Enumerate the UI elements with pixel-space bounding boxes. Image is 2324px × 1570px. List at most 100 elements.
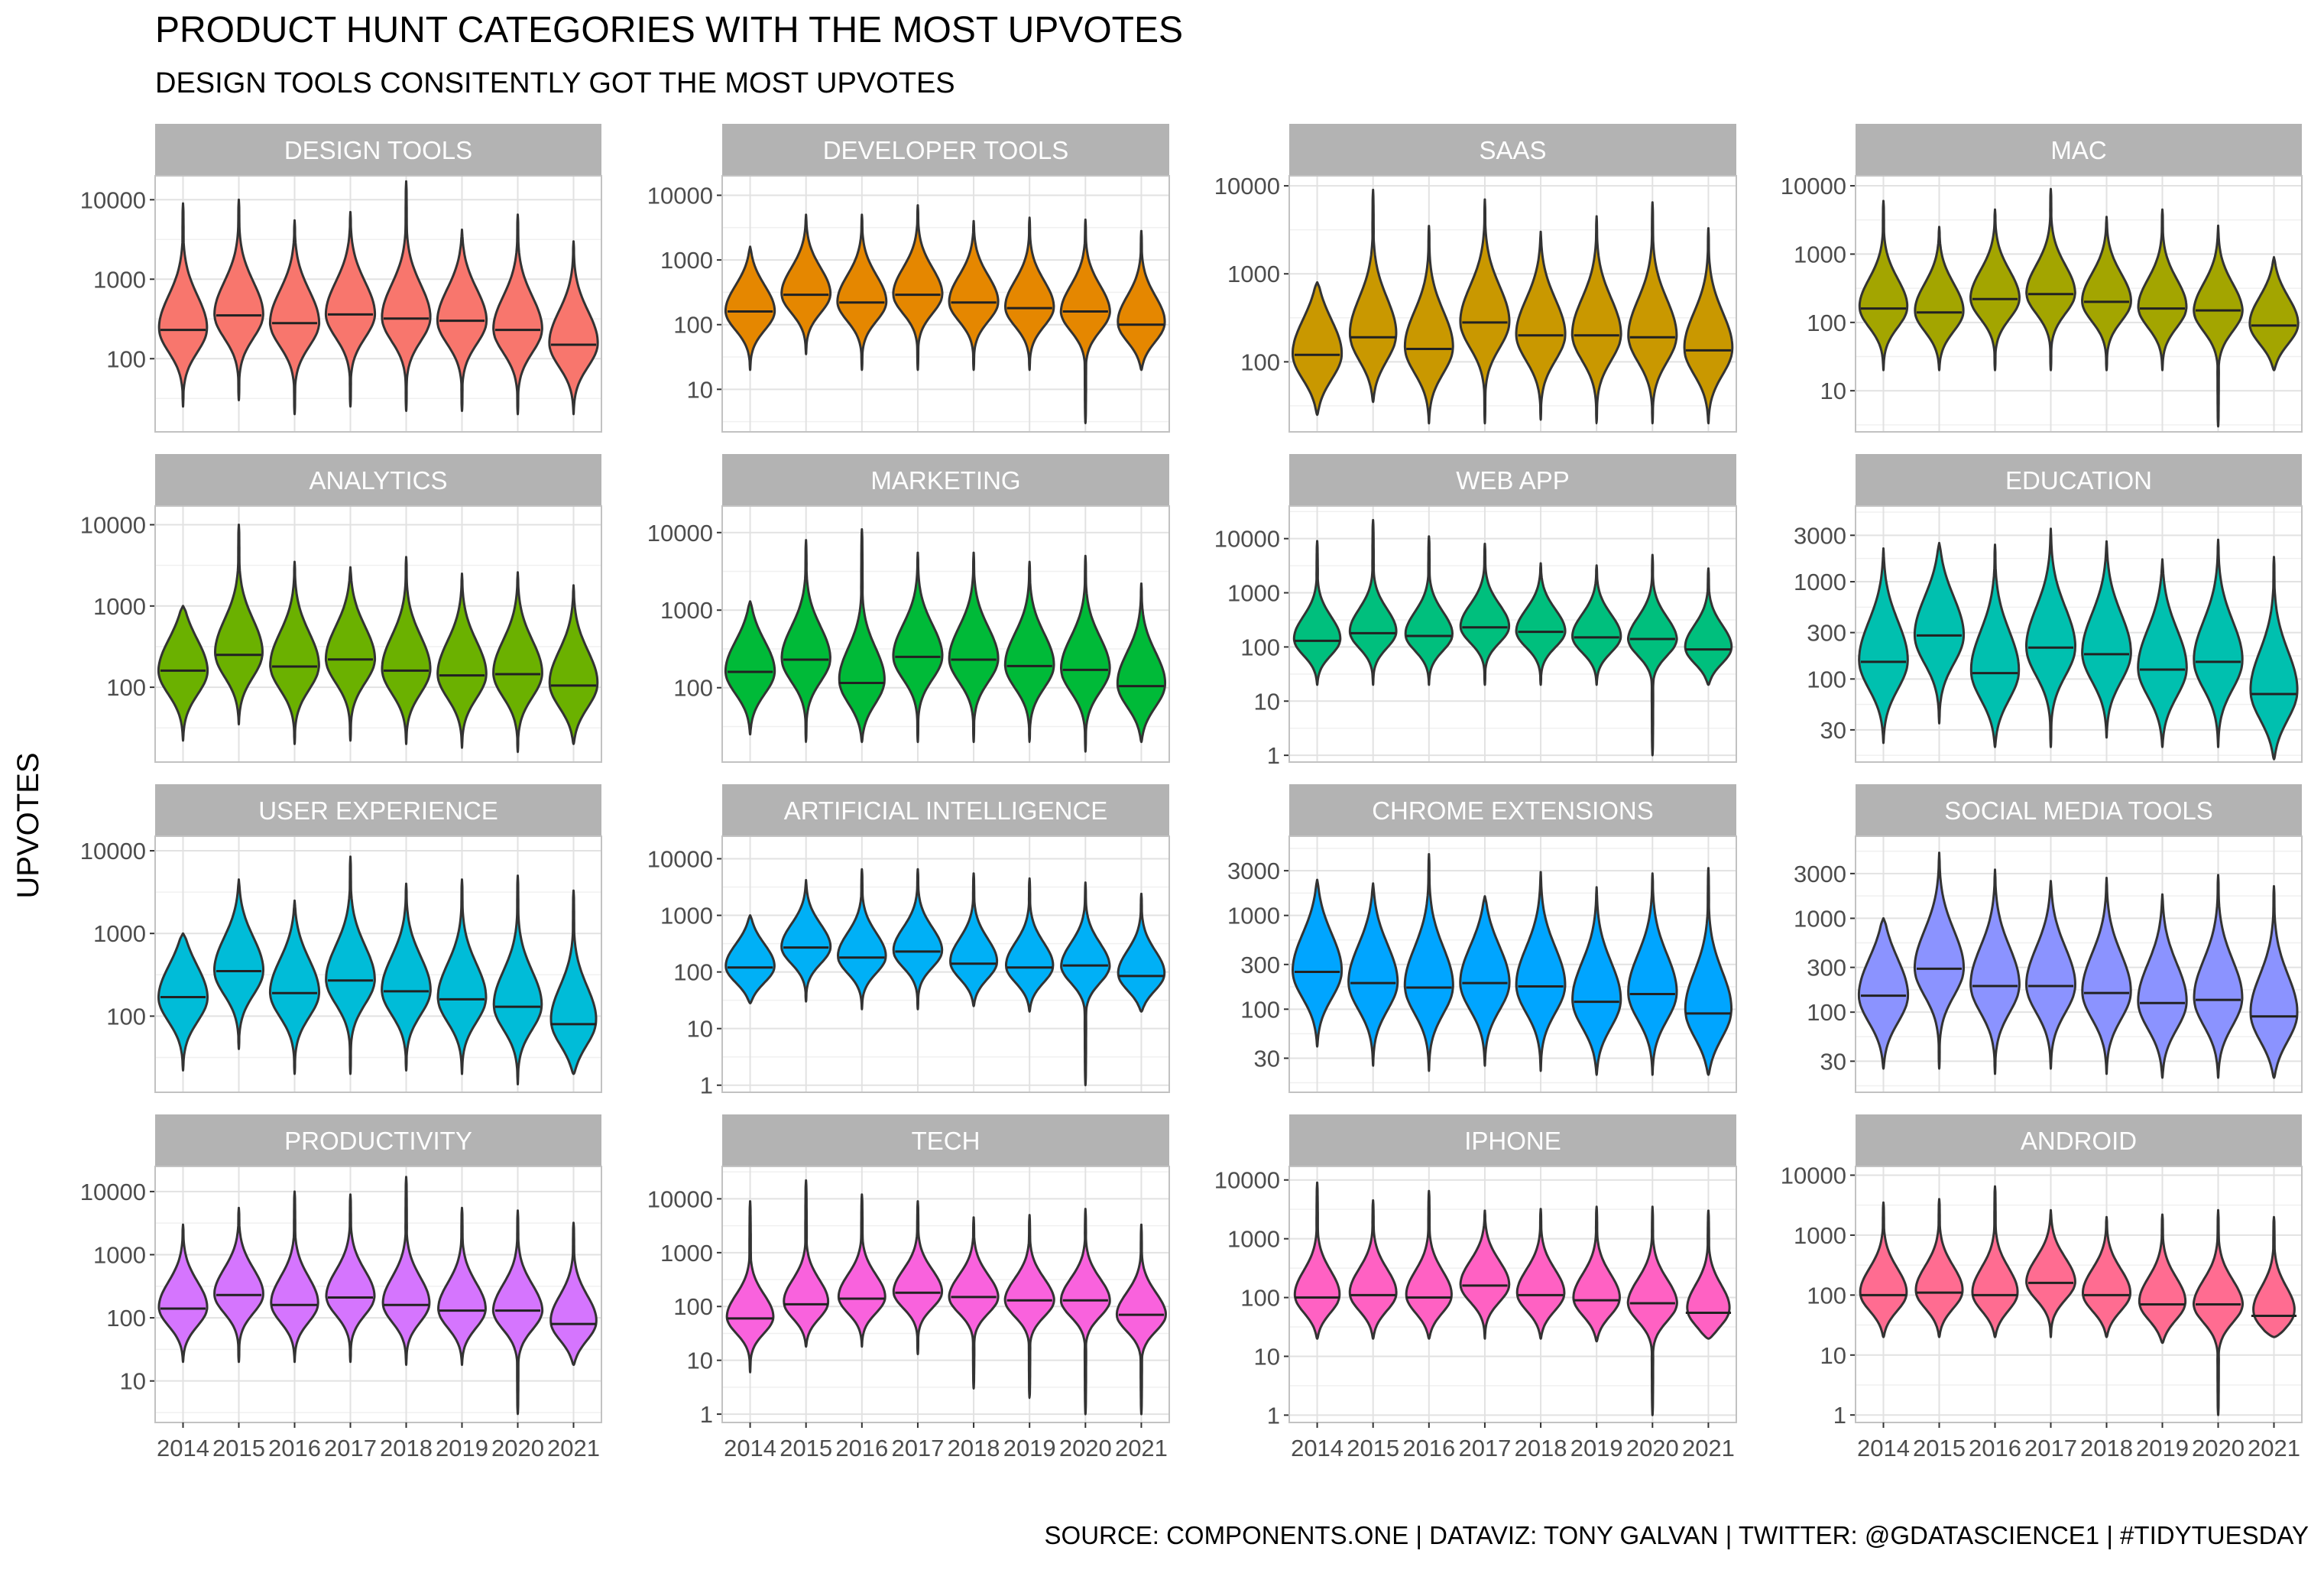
violin-2018 bbox=[1515, 1208, 1566, 1340]
violin-2018 bbox=[2081, 540, 2132, 739]
violin-2014 bbox=[1292, 540, 1342, 686]
x-tick-label: 2017 bbox=[324, 1435, 377, 1461]
facet-title: PRODUCTIVITY bbox=[284, 1127, 472, 1155]
x-tick-label: 2020 bbox=[1626, 1435, 1679, 1461]
y-tick-label: 1 bbox=[1267, 742, 1280, 769]
facet-social-media-tools: SOCIAL MEDIA TOOLS 30 100 300 1000 3000 bbox=[1794, 784, 2303, 1093]
panel-border bbox=[721, 175, 1170, 433]
x-tick-label: 2019 bbox=[2136, 1435, 2189, 1461]
violin-2020 bbox=[1059, 554, 1111, 753]
facet-strip bbox=[155, 124, 601, 176]
violin-2014 bbox=[1292, 878, 1344, 1048]
violin-2017 bbox=[2025, 1208, 2076, 1338]
x-tick-label: 2014 bbox=[1291, 1435, 1344, 1461]
y-tick-label: 1 bbox=[700, 1401, 713, 1428]
x-tick-label: 2016 bbox=[1402, 1435, 1455, 1461]
violin-2019 bbox=[1003, 560, 1055, 744]
facet-title: EDUCATION bbox=[2005, 466, 2152, 495]
violin-2019 bbox=[2137, 208, 2188, 371]
violin-2014 bbox=[157, 932, 209, 1072]
violin-2015 bbox=[1914, 1198, 1964, 1338]
violin-2016 bbox=[1403, 853, 1454, 1072]
chart-subtitle: DESIGN TOOLS CONSITENTLY GOT THE MOST UP… bbox=[155, 67, 955, 99]
facet-title: ANDROID bbox=[2021, 1127, 2137, 1155]
x-tick-label: 2014 bbox=[1857, 1435, 1910, 1461]
violin-2019 bbox=[1003, 216, 1055, 371]
violin-2015 bbox=[780, 878, 832, 1003]
y-tick-label: 10 bbox=[1254, 1343, 1280, 1370]
violin-2020 bbox=[2193, 538, 2244, 748]
y-tick-label: 10000 bbox=[1214, 526, 1280, 553]
violin-2016 bbox=[837, 868, 887, 1010]
violin-2016 bbox=[1969, 208, 2021, 371]
panel-border bbox=[154, 835, 602, 1093]
violin-2021 bbox=[1116, 582, 1167, 744]
x-tick-label: 2017 bbox=[1458, 1435, 1511, 1461]
facet-strip bbox=[722, 784, 1169, 836]
y-tick-label: 10000 bbox=[1214, 173, 1280, 199]
facet-web-app: WEB APP 1 10 100 1000 10000 bbox=[1214, 454, 1737, 769]
x-tick-label: 2016 bbox=[1969, 1435, 2021, 1461]
y-tick-label: 1000 bbox=[660, 597, 713, 624]
facet-title: MARKETING bbox=[870, 466, 1020, 495]
y-tick-label: 10000 bbox=[647, 520, 713, 547]
violin-2017 bbox=[2025, 187, 2076, 371]
facet-chrome-extensions: CHROME EXTENSIONS 30 100 300 1000 3000 bbox=[1227, 784, 1737, 1093]
violin-2015 bbox=[1914, 225, 1965, 371]
violin-2021 bbox=[1117, 229, 1166, 371]
violin-2021 bbox=[548, 240, 599, 416]
y-tick-label: 1 bbox=[700, 1072, 713, 1099]
x-tick-label: 2021 bbox=[1682, 1435, 1735, 1461]
y-tick-label: 1000 bbox=[93, 1241, 146, 1268]
violin-2015 bbox=[1348, 1199, 1398, 1340]
x-tick-label: 2016 bbox=[835, 1435, 888, 1461]
violin-2019 bbox=[1003, 1214, 1055, 1400]
violin-2021 bbox=[2249, 884, 2299, 1079]
y-tick-label: 10000 bbox=[1214, 1167, 1280, 1194]
facet-strip bbox=[1856, 124, 2302, 176]
y-tick-label: 1000 bbox=[1227, 580, 1280, 607]
y-tick-label: 300 bbox=[1807, 620, 1846, 647]
facet-title: ARTIFICIAL INTELLIGENCE bbox=[784, 796, 1108, 825]
y-tick-label: 10 bbox=[120, 1368, 146, 1395]
facet-strip bbox=[722, 1114, 1169, 1166]
y-tick-label: 30 bbox=[1820, 1048, 1846, 1075]
violin-2017 bbox=[892, 868, 944, 1010]
violin-2015 bbox=[1348, 188, 1398, 404]
violin-2020 bbox=[1059, 1208, 1111, 1416]
violin-2021 bbox=[1686, 1209, 1731, 1340]
y-tick-label: 1 bbox=[1833, 1402, 1846, 1429]
violin-2017 bbox=[325, 855, 376, 1075]
panel-border bbox=[154, 505, 602, 763]
violin-2017 bbox=[892, 551, 944, 744]
violin-2020 bbox=[1059, 218, 1111, 425]
violin-2017 bbox=[1459, 543, 1511, 686]
violin-2017 bbox=[1459, 1209, 1511, 1340]
panel-border bbox=[1288, 1166, 1737, 1423]
violin-2018 bbox=[381, 882, 432, 1072]
y-tick-label: 100 bbox=[673, 1293, 713, 1320]
violin-2017 bbox=[324, 210, 377, 408]
x-tick-label: 2021 bbox=[2248, 1435, 2300, 1461]
facet-title: IPHONE bbox=[1464, 1127, 1561, 1155]
violin-2018 bbox=[948, 551, 1000, 744]
y-tick-label: 10000 bbox=[80, 1179, 146, 1205]
violin-2015 bbox=[212, 878, 265, 1050]
y-tick-label: 10000 bbox=[80, 511, 146, 538]
facet-saas: SAAS 100 1000 10000 bbox=[1214, 124, 1737, 433]
x-tick-label: 2014 bbox=[724, 1435, 776, 1461]
violin-2016 bbox=[838, 528, 886, 744]
violin-2016 bbox=[1971, 1185, 2019, 1338]
facet-title: SAAS bbox=[1479, 136, 1546, 164]
violin-2017 bbox=[1459, 895, 1511, 1067]
facet-strip bbox=[722, 454, 1169, 506]
facet-strip bbox=[1856, 454, 2302, 506]
violin-2017 bbox=[2025, 880, 2076, 1070]
violin-2019 bbox=[1571, 564, 1622, 686]
y-tick-label: 1000 bbox=[1794, 569, 1846, 595]
y-axis-title: UPVOTES bbox=[11, 752, 45, 898]
y-tick-label: 3000 bbox=[1794, 861, 1846, 887]
chart-title: PRODUCT HUNT CATEGORIES WITH THE MOST UP… bbox=[155, 10, 1184, 50]
